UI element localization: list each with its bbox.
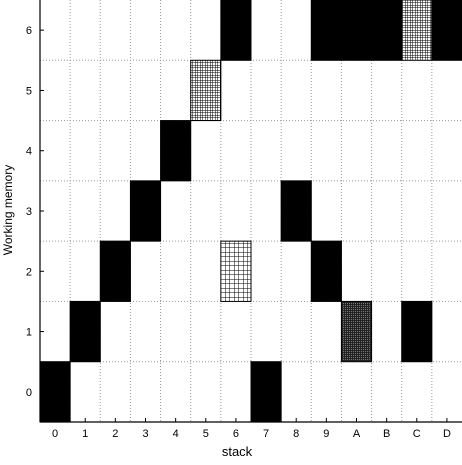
y-tick-label: 4 [26,146,32,158]
x-tick-label: 6 [233,428,239,440]
x-tick-label: 3 [142,428,148,440]
heatmap-cell [39,361,71,423]
heatmap-cell [401,300,433,363]
x-tick-label: 4 [173,428,179,440]
y-axis-label: Working memory [1,165,15,255]
y-tick-label: 5 [26,85,32,97]
heatmap-cell [99,240,131,302]
x-tick-label: B [383,428,390,440]
heatmap-cell [190,59,222,122]
heatmap-cell [431,0,462,61]
heatmap-cell [340,300,373,363]
x-tick-labels: 0 1 2 3 4 5 6 7 8 9 A B C D [52,418,451,440]
heatmap-cell [371,0,403,61]
x-tick-label: D [443,428,451,440]
x-tick-label: 7 [263,428,269,440]
x-tick-label: 0 [52,428,58,440]
heatmap-cell [220,240,252,302]
heatmap-cell [160,120,192,182]
heatmap-cell [129,180,162,242]
x-tick-label: 5 [203,428,209,440]
x-axis-label: stack [222,444,253,459]
y-tick-label: 1 [26,327,32,339]
heatmap-cell [310,0,342,61]
y-tick-label: 3 [26,206,32,218]
heatmap-cell [310,240,342,302]
heatmap-cell [220,0,252,61]
x-tick-label: A [353,428,361,440]
x-tick-label: 8 [293,428,299,440]
heatmap-cell [250,361,282,423]
x-tick-label: 1 [82,428,88,440]
x-tick-label: 9 [323,428,329,440]
grid-lines [40,0,462,422]
heatmap-cell [280,180,312,242]
y-tick-label: 2 [26,266,32,278]
x-tick-label: 2 [112,428,118,440]
y-tick-labels: 0 1 2 3 4 5 6 [26,25,44,399]
y-tick-label: 6 [26,25,32,37]
heatmap-cell [401,0,433,61]
cells-layer [39,0,462,423]
heatmap-cell [69,300,101,363]
x-tick-label: C [413,428,421,440]
heatmap-cell [340,0,373,61]
y-tick-label: 0 [26,387,32,399]
